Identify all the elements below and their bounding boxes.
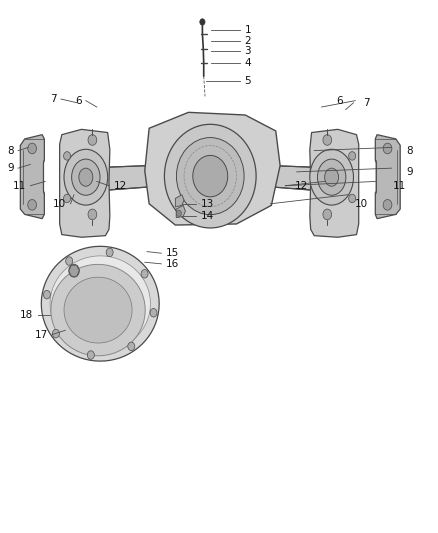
Text: 11: 11 [393,181,406,191]
Circle shape [141,270,148,278]
Circle shape [88,135,97,146]
Polygon shape [175,195,184,207]
Text: 10: 10 [355,199,368,209]
Text: 9: 9 [7,163,14,173]
Polygon shape [145,112,280,225]
Polygon shape [269,165,337,192]
Circle shape [28,143,36,154]
Circle shape [66,257,73,265]
Circle shape [43,290,50,299]
Text: 17: 17 [35,329,48,340]
Text: 13: 13 [201,199,214,209]
Circle shape [176,210,181,216]
Ellipse shape [325,168,339,186]
Text: 6: 6 [336,95,343,106]
Circle shape [383,199,392,210]
Text: 8: 8 [407,146,413,156]
Polygon shape [50,256,150,352]
Text: 12: 12 [113,181,127,191]
Polygon shape [375,135,400,219]
Circle shape [383,143,392,154]
Text: 3: 3 [244,46,251,56]
Ellipse shape [193,156,228,197]
Text: 1: 1 [244,25,251,35]
Circle shape [53,329,60,338]
Circle shape [88,209,97,220]
Circle shape [323,135,332,146]
Polygon shape [69,265,79,276]
Circle shape [323,209,332,220]
Circle shape [69,264,79,277]
Polygon shape [64,277,132,343]
Circle shape [28,199,36,210]
Ellipse shape [164,124,256,228]
Polygon shape [81,165,151,192]
Text: 18: 18 [20,310,33,320]
Text: 5: 5 [244,77,251,86]
Text: 4: 4 [244,59,251,68]
Polygon shape [51,264,145,356]
Text: 8: 8 [7,146,14,156]
Circle shape [106,248,113,257]
Ellipse shape [72,159,100,195]
Circle shape [64,152,71,160]
Circle shape [87,351,94,359]
Text: 10: 10 [53,199,66,209]
Circle shape [64,194,71,203]
Circle shape [128,342,135,351]
Text: 11: 11 [13,181,26,191]
Ellipse shape [177,138,244,215]
Text: 6: 6 [75,95,81,106]
Circle shape [200,19,205,25]
Polygon shape [310,130,359,237]
Text: 15: 15 [166,248,179,258]
Polygon shape [41,246,159,361]
Text: 16: 16 [166,259,179,269]
Ellipse shape [310,149,353,205]
Text: 12: 12 [295,181,308,191]
Ellipse shape [64,149,108,205]
Polygon shape [60,130,110,237]
Circle shape [349,194,356,203]
Circle shape [150,309,157,317]
Text: 9: 9 [407,167,413,177]
Text: 7: 7 [363,98,370,108]
Polygon shape [20,135,44,219]
Text: 7: 7 [50,94,57,104]
Circle shape [349,152,356,160]
Ellipse shape [79,168,93,186]
Text: 14: 14 [201,211,214,221]
Ellipse shape [318,159,346,195]
Polygon shape [176,205,185,217]
Text: 2: 2 [244,36,251,45]
